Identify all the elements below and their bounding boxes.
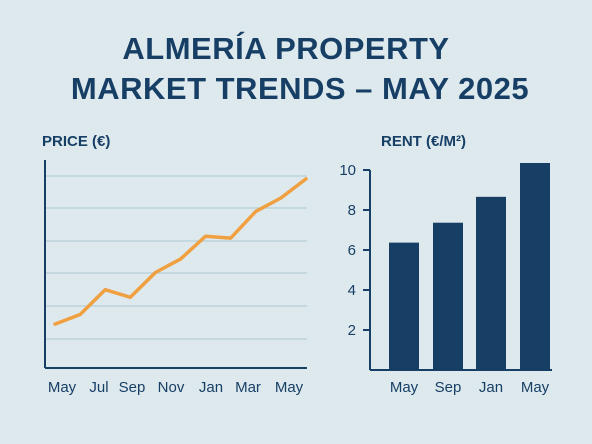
price-x-tick-label: Nov — [158, 379, 185, 396]
rent-bar — [433, 222, 463, 370]
rent-y-tick-label: 4 — [348, 282, 356, 299]
chart-title-line-1: ALMERÍA PROPERTY — [122, 31, 450, 66]
price-x-tick-label: Jan — [199, 379, 223, 396]
price-chart-title: PRICE (€) — [42, 133, 111, 150]
price-x-tick-label: Jul — [89, 379, 108, 396]
rent-y-tick-label: 6 — [348, 242, 356, 259]
rent-chart-title: RENT (€/M²) — [381, 133, 466, 150]
rent-x-tick-label: May — [521, 379, 550, 396]
rent-y-tick-label: 10 — [339, 162, 356, 179]
price-x-tick-label: May — [275, 379, 304, 396]
rent-bar — [476, 196, 506, 370]
chart-title-line-2: MARKET TRENDS – MAY 2025 — [70, 71, 530, 106]
price-x-tick-label: May — [48, 379, 77, 396]
rent-y-tick-label: 2 — [348, 322, 356, 339]
rent-x-tick-label: Jan — [479, 379, 503, 396]
rent-x-tick-label: Sep — [435, 379, 462, 396]
price-x-tick-label: Mar — [235, 379, 261, 396]
rent-x-tick-label: May — [390, 379, 419, 396]
price-series-line — [53, 177, 308, 326]
rent-y-tick-label: 8 — [348, 202, 356, 219]
price-x-tick-label: Sep — [119, 379, 146, 396]
rent-bar — [389, 242, 419, 370]
rent-bar — [520, 163, 550, 370]
